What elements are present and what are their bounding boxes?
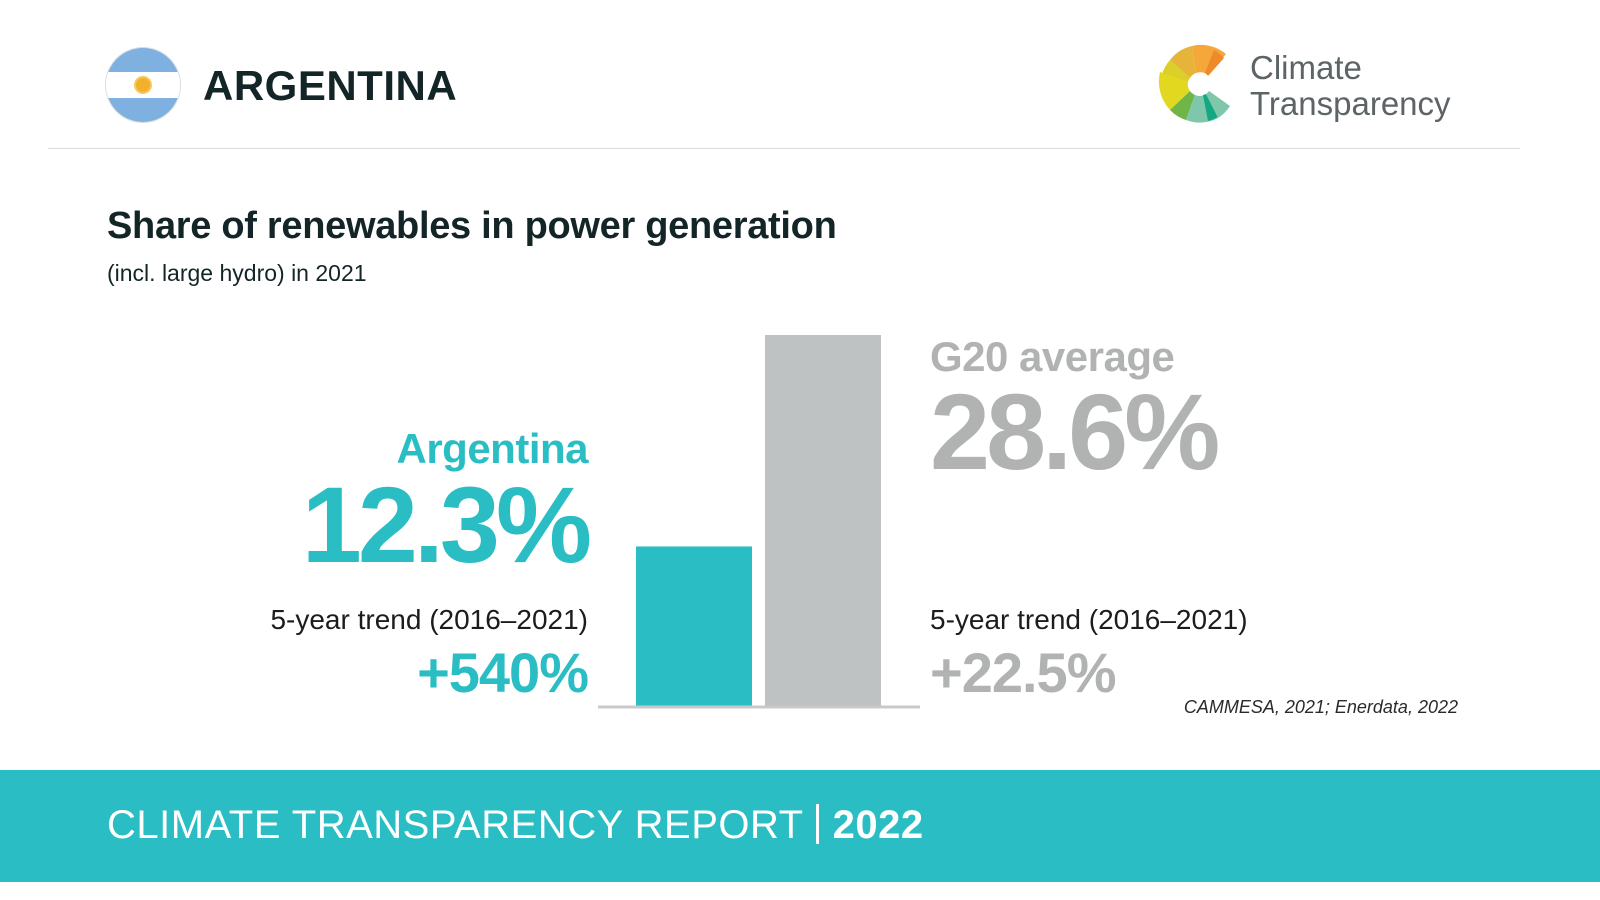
logo-wordmark: Climate Transparency — [1250, 50, 1451, 122]
argentina-label: Argentina — [396, 425, 588, 472]
argentina-trend-value: +540% — [417, 641, 589, 704]
bar-g20-average — [765, 335, 881, 706]
footer-text: CLIMATE TRANSPARENCY REPORT 2022 — [107, 803, 924, 848]
country-name: ARGENTINA — [203, 62, 458, 109]
logo-line-2: Transparency — [1250, 85, 1451, 122]
g20-value: 28.6% — [930, 371, 1220, 492]
footer-banner — [0, 770, 1600, 882]
chart-title: Share of renewables in power generation — [107, 205, 837, 247]
argentina-flag-icon — [106, 48, 180, 122]
logo-line-1: Climate — [1250, 49, 1362, 86]
bar-argentina — [636, 546, 752, 706]
sun-of-may-icon — [136, 78, 150, 92]
argentina-value: 12.3% — [301, 464, 592, 585]
g20-trend-label: 5-year trend (2016–2021) — [930, 604, 1248, 635]
report-name: CLIMATE TRANSPARENCY REPORT — [107, 803, 804, 847]
g20-label: G20 average — [930, 333, 1175, 380]
header-divider — [48, 148, 1520, 149]
bar-chart — [598, 335, 920, 709]
climate-transparency-logo-icon — [1158, 44, 1230, 123]
report-year: 2022 — [832, 803, 924, 847]
argentina-trend-label: 5-year trend (2016–2021) — [270, 604, 588, 635]
chart-subtitle: (incl. large hydro) in 2021 — [107, 260, 367, 286]
g20-trend-value: +22.5% — [930, 641, 1116, 704]
footer-separator — [815, 804, 819, 844]
source-note: CAMMESA, 2021; Enerdata, 2022 — [1183, 697, 1458, 717]
